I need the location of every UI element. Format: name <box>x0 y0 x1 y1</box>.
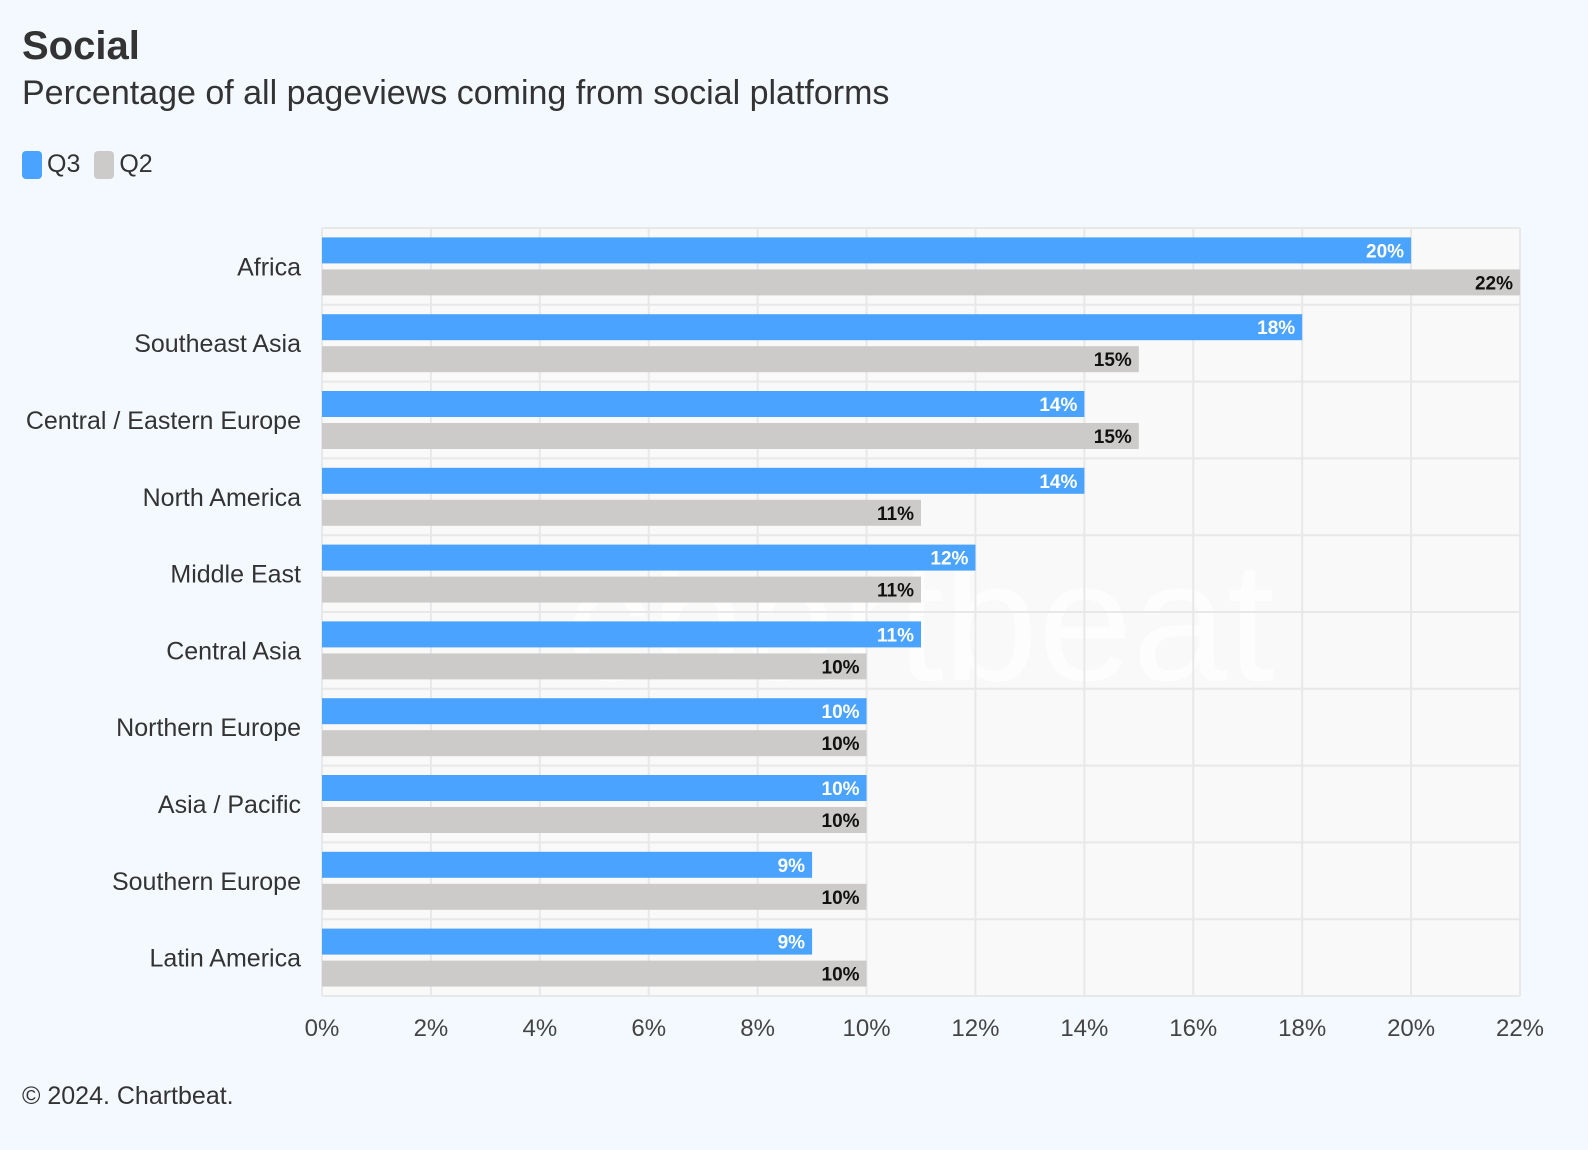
data-label-q2-middle-east: 11% <box>877 581 914 602</box>
bar-q3-southeast-asia <box>322 314 1303 341</box>
category-label-asia-pacific: Asia / Pacific <box>158 791 301 819</box>
data-label-q3-central-eastern-europe: 14% <box>1039 395 1077 416</box>
x-tick-label-7: 14% <box>1060 1015 1108 1042</box>
bar-q3-north-america <box>322 467 1085 494</box>
category-label-middle-east: Middle East <box>170 561 301 589</box>
data-label-q2-north-america: 11% <box>877 504 914 525</box>
credit-footer: © 2024. Chartbeat. <box>22 1082 234 1110</box>
bar-q3-latin-america <box>322 928 813 955</box>
data-label-q2-central-eastern-europe: 15% <box>1094 427 1132 448</box>
bar-q2-middle-east <box>322 576 921 603</box>
data-label-q2-southern-europe: 10% <box>822 888 860 909</box>
data-label-q2-latin-america: 10% <box>822 965 860 986</box>
legend-item-q2[interactable]: Q2 <box>94 150 153 179</box>
category-label-southern-europe: Southern Europe <box>112 868 301 896</box>
legend-label-q3: Q3 <box>47 150 81 178</box>
data-label-q3-africa: 20% <box>1366 241 1404 262</box>
legend-item-q3[interactable]: Q3 <box>22 150 80 179</box>
x-tick-label-9: 18% <box>1278 1015 1326 1042</box>
x-tick-label-8: 16% <box>1169 1015 1217 1042</box>
x-axis-ticks: 0% 2% 4% 6% 8% 10% 12% 14% 16% 18% 20% 22% <box>305 1015 1544 1042</box>
data-label-q3-central-asia: 11% <box>877 625 914 646</box>
bar-q2-africa <box>322 269 1520 296</box>
chart-subtitle: Percentage of all pageviews coming from … <box>22 74 890 112</box>
bar-q3-southern-europe <box>322 851 813 878</box>
data-label-q3-southern-europe: 9% <box>778 856 806 877</box>
category-label-latin-america: Latin America <box>150 945 302 973</box>
data-label-q2-central-asia: 10% <box>822 657 860 678</box>
legend-swatch-q2 <box>94 150 115 179</box>
data-label-q3-north-america: 14% <box>1039 472 1077 493</box>
bar-q2-northern-europe <box>322 730 867 757</box>
data-label-q3-latin-america: 9% <box>778 933 806 954</box>
data-label-q3-northern-europe: 10% <box>822 702 860 723</box>
x-tick-label-10: 20% <box>1387 1015 1435 1042</box>
bar-q3-northern-europe <box>322 698 867 725</box>
bar-q2-southern-europe <box>322 883 867 910</box>
bar-q3-africa <box>322 237 1412 264</box>
bar-q3-central-eastern-europe <box>322 391 1085 417</box>
data-label-q3-middle-east: 12% <box>930 549 968 570</box>
x-tick-label-3: 6% <box>631 1015 666 1042</box>
bar-q3-central-asia <box>322 621 921 648</box>
bar-q2-southeast-asia <box>322 346 1139 373</box>
bar-q2-central-asia <box>322 653 867 680</box>
bar-q2-asia-pacific <box>322 807 867 833</box>
legend: Q3 Q2 <box>22 150 167 179</box>
category-label-africa: Africa <box>237 253 301 281</box>
category-label-north-america: North America <box>143 484 301 512</box>
legend-swatch-q3 <box>22 150 42 179</box>
data-label-q2-africa: 22% <box>1475 273 1513 294</box>
x-tick-label-2: 4% <box>522 1015 557 1042</box>
bars: 20% 22% 18% 15% 14% 15% 14% 11% 12% 11% 11% 10% 10% 1… <box>322 237 1520 987</box>
bar-q2-latin-america <box>322 960 867 987</box>
data-label-q2-southeast-asia: 15% <box>1094 350 1132 371</box>
x-tick-label-5: 10% <box>843 1015 891 1042</box>
data-label-q2-asia-pacific: 10% <box>822 811 860 832</box>
category-label-northern-europe: Northern Europe <box>116 714 301 742</box>
category-label-central-asia: Central Asia <box>166 637 301 665</box>
x-tick-label-11: 22% <box>1496 1015 1544 1042</box>
x-tick-label-4: 8% <box>740 1015 775 1042</box>
bar-q2-central-eastern-europe <box>322 423 1139 449</box>
data-label-q3-asia-pacific: 10% <box>822 779 860 800</box>
x-tick-label-0: 0% <box>305 1015 340 1042</box>
category-labels: Africa Southeast Asia Central / Eastern Eu… <box>26 253 301 972</box>
chart-title: Social <box>22 24 140 68</box>
bar-q3-asia-pacific <box>322 775 867 801</box>
x-tick-label-1: 2% <box>414 1015 449 1042</box>
bar-q3-middle-east <box>322 544 976 571</box>
legend-label-q2: Q2 <box>119 150 153 178</box>
data-label-q2-northern-europe: 10% <box>822 734 860 755</box>
bar-q2-north-america <box>322 499 921 526</box>
category-label-central-eastern-europe: Central / Eastern Europe <box>26 407 301 435</box>
data-label-q3-southeast-asia: 18% <box>1257 318 1295 339</box>
category-label-southeast-asia: Southeast Asia <box>134 330 301 358</box>
x-tick-label-6: 12% <box>951 1015 999 1042</box>
